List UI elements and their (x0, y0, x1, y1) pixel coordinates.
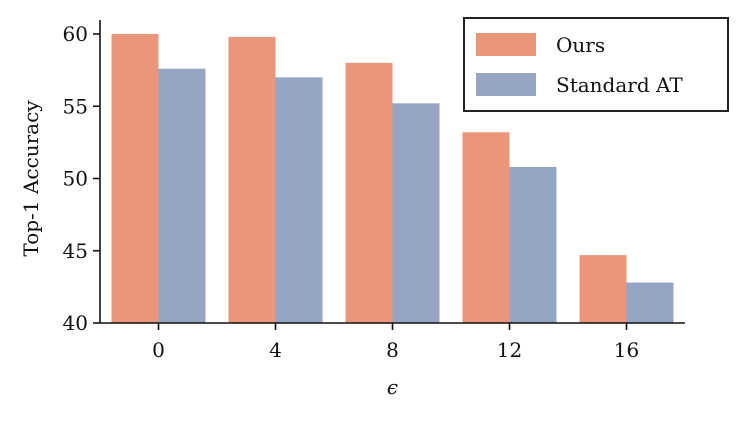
legend-label-standard-at: Standard AT (556, 73, 683, 97)
legend: Ours Standard AT (463, 17, 729, 112)
bar-standard-at-8 (392, 103, 440, 323)
bar-ours-16 (579, 255, 627, 323)
y-tick-label-60: 60 (63, 22, 88, 46)
y-axis-label: Top-1 Accuracy (19, 100, 43, 257)
bar-standard-at-4 (275, 77, 323, 323)
bar-standard-at-16 (626, 282, 674, 323)
legend-label-ours: Ours (556, 33, 605, 57)
y-tick-label-50: 50 (63, 167, 88, 191)
legend-swatch-ours (476, 33, 536, 56)
x-tick-label-16: 16 (614, 338, 639, 362)
x-ticks: 0 4 8 12 16 (152, 323, 639, 362)
y-ticks: 40 45 50 55 60 (63, 22, 100, 335)
y-tick-label-55: 55 (63, 94, 88, 118)
legend-box (463, 17, 729, 112)
bar-standard-at-0 (158, 68, 206, 324)
x-tick-label-0: 0 (152, 338, 165, 362)
x-tick-label-12: 12 (497, 338, 522, 362)
bar-ours-12 (462, 132, 510, 323)
y-tick-label-45: 45 (63, 239, 88, 263)
bar-standard-at-12 (509, 166, 557, 323)
bar-ours-4 (228, 36, 276, 323)
x-axis-label: ϵ (387, 375, 398, 399)
y-tick-label-40: 40 (63, 311, 88, 335)
legend-swatch-standard-at (476, 73, 536, 96)
x-tick-label-4: 4 (269, 338, 282, 362)
x-tick-label-8: 8 (386, 338, 399, 362)
bar-ours-0 (111, 34, 159, 323)
bars-layer (111, 34, 674, 324)
bar-ours-8 (345, 62, 393, 324)
